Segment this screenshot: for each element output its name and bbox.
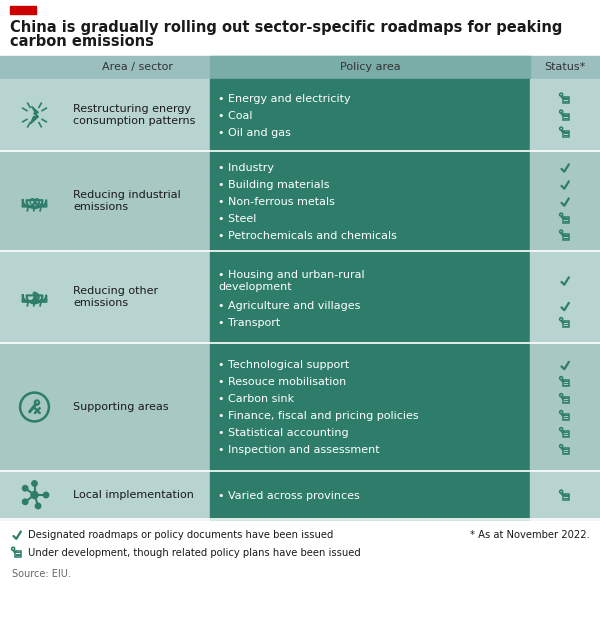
Circle shape — [31, 492, 38, 499]
Bar — [0, 151, 210, 251]
Bar — [0, 251, 210, 343]
Bar — [0, 56, 600, 78]
Text: Supporting areas: Supporting areas — [73, 402, 169, 412]
Text: carbon emissions: carbon emissions — [10, 34, 154, 49]
Text: • Building materials: • Building materials — [218, 180, 329, 190]
Text: • Finance, fiscal and pricing policies: • Finance, fiscal and pricing policies — [218, 412, 419, 421]
Bar — [563, 97, 569, 103]
Text: • Oil and gas: • Oil and gas — [218, 128, 291, 138]
Text: Designated roadmaps or policy documents have been issued: Designated roadmaps or policy documents … — [28, 530, 334, 540]
Circle shape — [43, 492, 49, 498]
Text: Reducing other
emissions: Reducing other emissions — [73, 285, 158, 308]
Text: Area / sector: Area / sector — [102, 62, 173, 72]
Text: China is gradually rolling out sector-specific roadmaps for peaking: China is gradually rolling out sector-sp… — [10, 20, 562, 35]
Bar — [210, 151, 530, 251]
Text: 2: 2 — [36, 202, 40, 207]
Bar — [530, 343, 600, 471]
Text: • Carbon sink: • Carbon sink — [218, 394, 294, 404]
Bar — [563, 493, 569, 500]
Bar — [210, 343, 530, 471]
Bar — [15, 551, 21, 557]
Bar — [530, 471, 600, 519]
Bar — [210, 251, 530, 343]
Bar — [10, 6, 36, 14]
Text: CO: CO — [28, 198, 41, 207]
Bar — [563, 380, 569, 387]
Bar — [210, 56, 530, 78]
Text: • Inspection and assessment: • Inspection and assessment — [218, 445, 380, 455]
Text: • Agriculture and villages: • Agriculture and villages — [218, 301, 361, 311]
Bar — [563, 217, 569, 223]
Text: • Transport: • Transport — [218, 318, 280, 328]
Text: • Steel: • Steel — [218, 214, 256, 224]
Bar — [563, 131, 569, 137]
Bar — [210, 471, 530, 519]
Text: • Industry: • Industry — [218, 163, 274, 173]
Text: Status*: Status* — [544, 62, 586, 72]
Text: • Non-ferrous metals: • Non-ferrous metals — [218, 197, 335, 207]
Text: • Technological support: • Technological support — [218, 360, 349, 371]
Polygon shape — [33, 292, 40, 302]
Bar — [563, 397, 569, 403]
Text: Policy area: Policy area — [340, 62, 400, 72]
Circle shape — [35, 503, 41, 509]
Text: • Varied across provinces: • Varied across provinces — [218, 491, 360, 501]
Text: Reducing industrial
emissions: Reducing industrial emissions — [73, 189, 181, 212]
Bar — [0, 79, 210, 151]
Circle shape — [22, 499, 28, 504]
Bar — [0, 471, 210, 519]
Bar — [563, 431, 569, 438]
Text: Under development, though related policy plans have been issued: Under development, though related policy… — [28, 548, 361, 558]
Bar — [563, 448, 569, 454]
Bar — [530, 251, 600, 343]
Text: • Statistical accounting: • Statistical accounting — [218, 428, 349, 438]
Bar — [0, 343, 210, 471]
Polygon shape — [31, 106, 38, 124]
Text: • Energy and electricity: • Energy and electricity — [218, 94, 350, 104]
Bar — [563, 321, 569, 328]
Bar — [563, 234, 569, 240]
Text: Restructuring energy
consumption patterns: Restructuring energy consumption pattern… — [73, 104, 196, 126]
Bar — [530, 79, 600, 151]
Bar — [530, 151, 600, 251]
Text: • Resouce mobilisation: • Resouce mobilisation — [218, 378, 346, 387]
Bar — [563, 114, 569, 120]
Text: • Petrochemicals and chemicals: • Petrochemicals and chemicals — [218, 231, 397, 241]
Text: • Coal: • Coal — [218, 111, 253, 121]
Bar — [563, 414, 569, 420]
Circle shape — [32, 481, 37, 486]
Text: Local implementation: Local implementation — [73, 490, 194, 500]
Text: Source: EIU.: Source: EIU. — [12, 569, 71, 579]
Text: • Housing and urban-rural
development: • Housing and urban-rural development — [218, 270, 365, 292]
Text: * As at November 2022.: * As at November 2022. — [470, 530, 590, 540]
Bar — [210, 79, 530, 151]
Circle shape — [22, 486, 28, 491]
